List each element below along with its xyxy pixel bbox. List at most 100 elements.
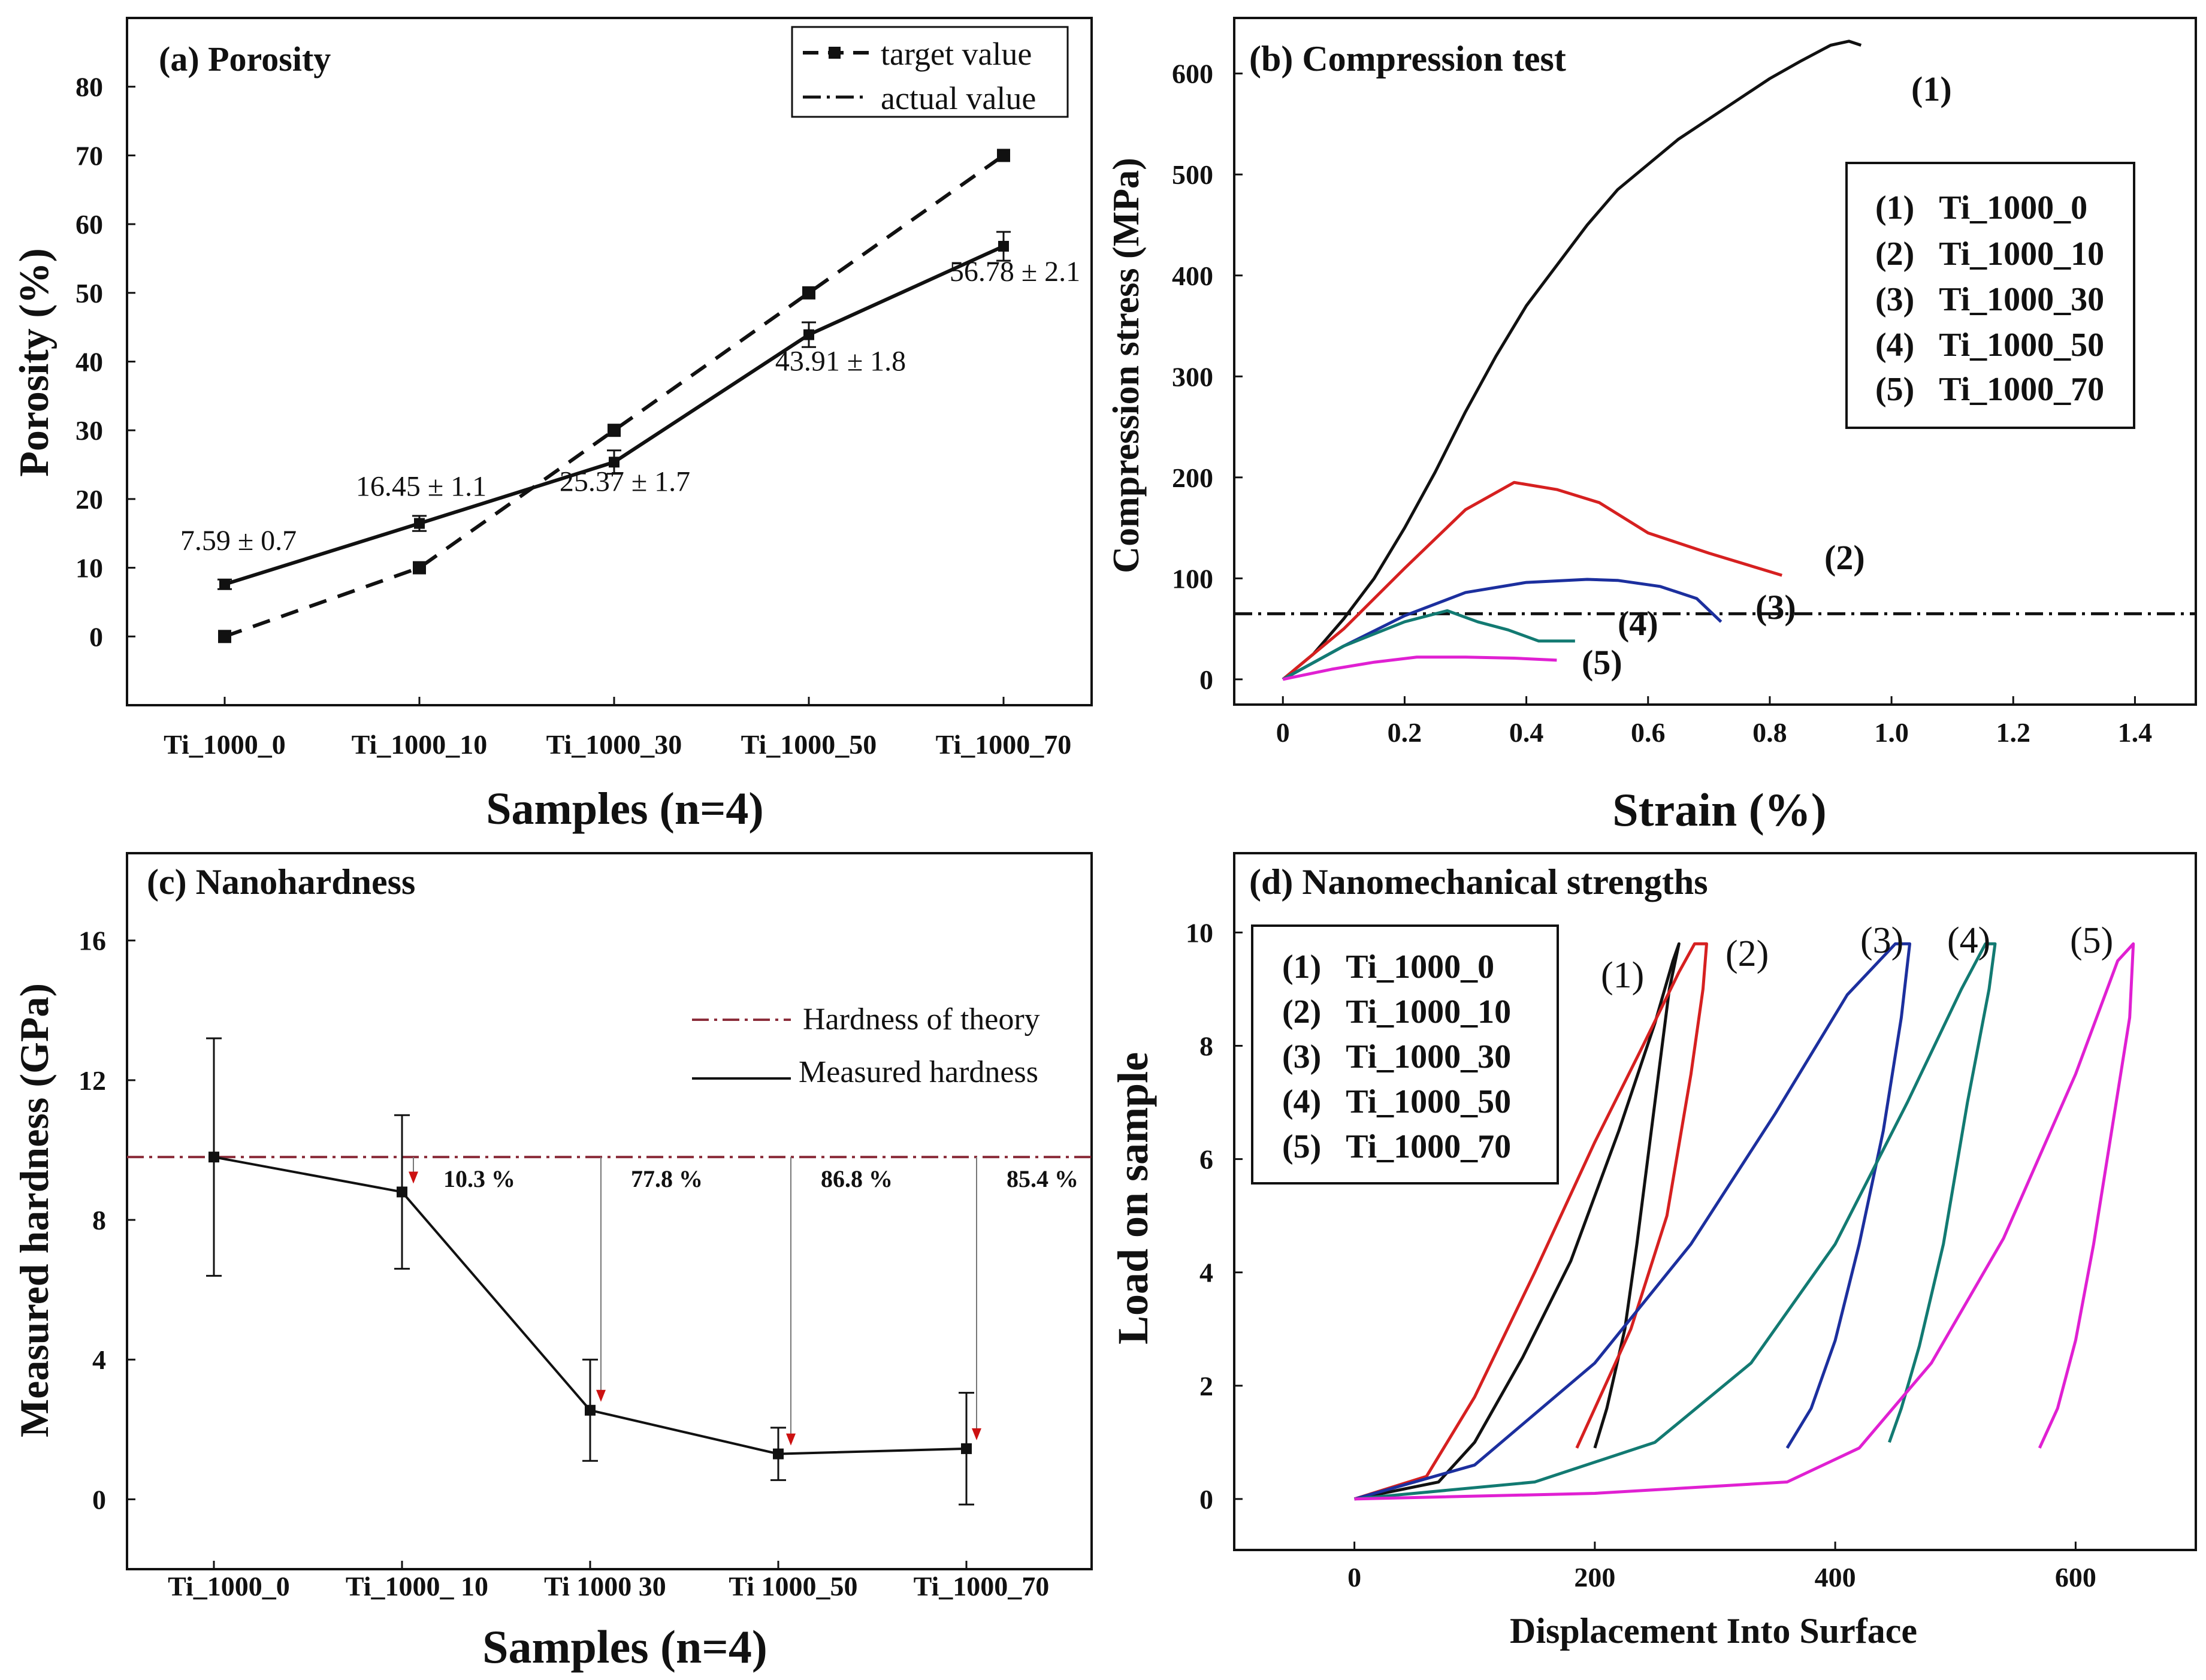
panel-b-legend-item: (2) Ti_1000_10 [1875, 235, 2104, 273]
panel-b-y-label: Compression stress (MPa) [1106, 158, 1147, 573]
actual-point [998, 241, 1009, 252]
x-tick-label: 1.0 [1874, 717, 1909, 748]
value-annotation: 56.78 ± 2.1 [950, 256, 1080, 288]
series-ti_1000_10 [1353, 942, 1708, 1501]
reduction-label: 86.8 % [821, 1165, 893, 1192]
value-annotation: 16.45 ± 1.1 [356, 471, 486, 503]
curve-label: (5) [2070, 920, 2113, 961]
series-ti_1000_0 [1354, 942, 1681, 1501]
reduction-label: 85.4 % [1007, 1165, 1078, 1192]
x-tick-label: 1.4 [2118, 717, 2153, 748]
hardness-point [773, 1448, 784, 1460]
hardness-point [961, 1443, 972, 1454]
y-tick-label: 2 [1199, 1371, 1213, 1401]
x-tick-label: Ti_1000_ 10 [346, 1571, 488, 1602]
legend-hardness-of-theory: Hardness of theory [803, 1002, 1040, 1037]
panel-d-series [1353, 942, 2135, 1501]
panel-b-legend: (1) Ti_1000_0 (2) Ti_1000_10 (3) Ti_1000… [1845, 162, 2135, 429]
x-tick-label: 600 [2055, 1562, 2096, 1593]
x-tick-label: Ti 1000_50 [729, 1571, 857, 1602]
panel-a-title: (a) Porosity [159, 40, 331, 78]
y-tick-label: 0 [92, 1484, 106, 1515]
curve-label: (2) [1824, 538, 1865, 577]
y-tick-label: 30 [75, 415, 103, 446]
panel-b-compression-chart: (b) Compression test 0 100 200 300 400 500 600… [1106, 17, 2197, 836]
x-tick-label: Ti 1000 30 [544, 1571, 666, 1602]
panel-b-x-label: Strain (%) [1612, 784, 1826, 836]
hardness-point [397, 1186, 407, 1198]
legend-target-value: target value [881, 36, 1032, 72]
y-tick-label: 300 [1172, 361, 1213, 392]
x-tick-label: Ti_1000_0 [164, 729, 286, 760]
target-point [413, 561, 426, 575]
y-tick-label: 80 [75, 72, 103, 102]
series-ti_1000_30 [1282, 578, 1723, 681]
panel-d-x-label: Displacement Into Surface [1510, 1611, 1917, 1651]
x-tick-label: 0.8 [1752, 717, 1787, 748]
panel-a-y-label: Porosity (%) [11, 248, 58, 477]
panel-d-legend-item: (4) Ti_1000_50 [1282, 1083, 1511, 1120]
panel-b-legend-item: (4) Ti_1000_50 [1875, 327, 2104, 364]
target-point [997, 149, 1010, 162]
y-tick-label: 4 [92, 1344, 106, 1375]
y-tick-label: 500 [1172, 159, 1213, 190]
y-tick-label: 40 [75, 347, 103, 377]
curve-label: (4) [1947, 920, 1990, 961]
panel-d-y-label: Load on sample [1109, 1052, 1157, 1344]
x-tick-label: 0.6 [1631, 717, 1666, 748]
reduction-arrow [786, 1433, 796, 1446]
x-tick-label: 1.2 [1996, 717, 2031, 748]
panel-d-x-axis: 0 200 400 600 [1347, 1542, 2096, 1593]
y-tick-label: 0 [1199, 1484, 1213, 1515]
panel-c-title: (c) Nanohardness [147, 862, 415, 902]
panel-b-legend-item: (1) Ti_1000_0 [1875, 189, 2087, 226]
panel-a-porosity-chart: (a) Porosity target value actual value 0… [11, 17, 1093, 834]
panel-c-x-axis: Ti_1000_0 Ti_1000_ 10 Ti 1000 30 Ti 1000_50… [168, 1561, 1049, 1602]
reduction-label: 10.3 % [443, 1165, 515, 1192]
panel-d-legend-item: (2) Ti_1000_10 [1282, 993, 1511, 1031]
series-target-value [224, 153, 1005, 639]
panel-a-y-axis: 0 10 20 30 40 50 60 70 80 [75, 72, 135, 652]
series-ti_1000_70 [1282, 655, 1557, 681]
value-annotation: 25.37 ± 1.7 [560, 466, 690, 497]
y-tick-label: 100 [1172, 563, 1213, 594]
panel-d-legend-item: (5) Ti_1000_70 [1282, 1128, 1511, 1165]
curve-label: (1) [1911, 70, 1952, 108]
panel-d-y-axis: 0 2 4 6 8 10 [1186, 917, 1243, 1515]
x-tick-label: 200 [1574, 1562, 1615, 1593]
series-ti_1000_0 [1282, 40, 1862, 681]
x-tick-label: 400 [1815, 1562, 1856, 1593]
panel-d-legend-item: (3) Ti_1000_30 [1282, 1038, 1511, 1075]
series-ti_1000_30 [1353, 942, 1912, 1501]
panel-b-curve-labels: (1) (2) (3) (4)(5) [1582, 70, 1952, 682]
y-tick-label: 60 [75, 209, 103, 240]
curve-label: (2) [1725, 933, 1769, 974]
target-point [218, 630, 231, 643]
series-ti_1000_50 [1354, 942, 1997, 1501]
panel-b-title: (b) Compression test [1249, 39, 1566, 78]
series-ti_1000_50 [1282, 609, 1575, 681]
legend-actual-value: actual value [881, 80, 1036, 116]
y-tick-label: 16 [78, 926, 106, 956]
x-tick-label: 0.2 [1388, 717, 1422, 748]
panel-c-x-label: Samples (n=4) [482, 1621, 767, 1673]
y-tick-label: 20 [75, 484, 103, 515]
x-tick-label: Ti_1000_70 [936, 729, 1072, 760]
x-tick-label: Ti_1000_0 [168, 1571, 290, 1602]
curve-label: (4) [1618, 604, 1658, 643]
x-tick-label: 0 [1347, 1562, 1361, 1593]
reduction-label: 77.8 % [631, 1165, 703, 1192]
target-point [802, 286, 815, 300]
panel-a-x-axis: Ti_1000_0 Ti_1000_10 Ti_1000_30 Ti_1000_50 T… [164, 697, 1071, 760]
panel-c-y-axis: 0 4 8 12 16 [78, 926, 135, 1515]
y-tick-label: 70 [75, 140, 103, 171]
x-tick-label: Ti_1000_10 [352, 729, 488, 760]
y-tick-label: 10 [1186, 917, 1213, 948]
curve-label: (3) [1755, 588, 1796, 627]
panel-a-annotations: 7.59 ± 0.7 16.45 ± 1.1 25.37 ± 1.7 43.91 ± … [180, 256, 1080, 557]
reduction-arrow [972, 1428, 981, 1440]
panel-d-legend-item: (1) Ti_1000_0 [1282, 948, 1494, 986]
panel-d-title: (d) Nanomechanical strengths [1249, 862, 1708, 902]
x-tick-label: Ti_1000_70 [914, 1571, 1050, 1602]
